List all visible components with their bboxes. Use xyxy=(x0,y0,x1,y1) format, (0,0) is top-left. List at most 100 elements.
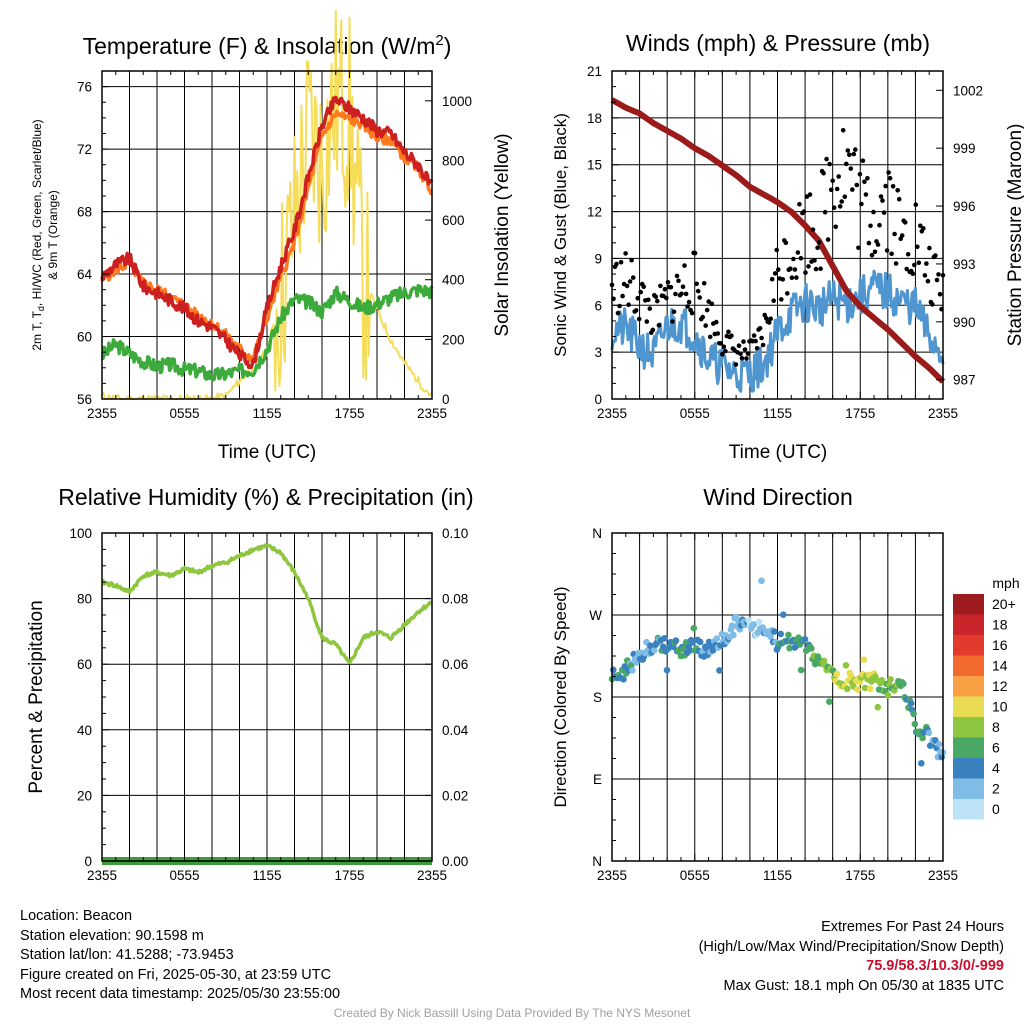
x-tick-label: 2355 xyxy=(417,406,447,421)
gust-point xyxy=(789,275,795,281)
direction-point xyxy=(755,618,763,626)
direction-point xyxy=(843,685,851,693)
y-tick-label: 18 xyxy=(587,111,602,126)
x-tick-label: 2355 xyxy=(597,868,627,883)
gust-point xyxy=(922,273,928,278)
gust-point xyxy=(850,187,855,192)
gust-point xyxy=(665,280,671,285)
gust-point xyxy=(646,297,651,303)
direction-point xyxy=(935,740,943,748)
gust-point xyxy=(887,175,893,181)
gust-point xyxy=(629,257,634,263)
gust-point xyxy=(673,291,678,297)
direction-point xyxy=(786,644,793,652)
direction-point xyxy=(777,630,784,638)
gust-point xyxy=(686,299,692,305)
gust-point xyxy=(847,152,852,158)
direction-point xyxy=(900,680,907,688)
gust-point xyxy=(895,188,900,193)
y2-tick-label: 0.10 xyxy=(442,526,468,541)
direction-point xyxy=(797,666,805,674)
direction-panel: Wind Direction 2355 0555 1155 1755 2355NESWN… xyxy=(551,484,1020,883)
gust-point xyxy=(883,183,888,189)
gust-point xyxy=(913,202,919,207)
gust-point xyxy=(886,170,891,175)
direction-point xyxy=(672,637,680,644)
gust-point xyxy=(810,227,816,232)
gust-point xyxy=(726,329,731,335)
gust-point xyxy=(916,260,922,266)
gust-point xyxy=(859,201,864,207)
legend-title: mph xyxy=(992,575,1019,591)
gust-point xyxy=(930,302,935,307)
gust-point xyxy=(680,284,686,290)
y-tick-label: 12 xyxy=(587,205,602,220)
gust-point xyxy=(779,297,784,302)
gust-point xyxy=(815,245,820,251)
gust-point xyxy=(899,233,905,238)
gust-point xyxy=(862,179,867,184)
station-info: Location: Beacon Station elevation: 90.1… xyxy=(20,907,340,1005)
gust-point xyxy=(848,166,854,171)
gust-point xyxy=(715,331,721,336)
temperature-x-axis-label: Time (UTC) xyxy=(218,442,317,463)
gust-point xyxy=(707,334,713,340)
y-tick-label: 0 xyxy=(594,392,602,407)
gust-point xyxy=(769,276,775,282)
gust-point xyxy=(623,251,628,256)
gust-point xyxy=(825,237,831,242)
gust-point xyxy=(689,310,695,316)
direction-point xyxy=(918,760,925,767)
gust-point xyxy=(830,178,835,184)
y-tick-label: S xyxy=(593,690,602,705)
gust-point xyxy=(824,156,829,162)
gust-point xyxy=(676,278,681,284)
y-tick-label: 15 xyxy=(587,158,602,173)
gust-point xyxy=(822,209,828,215)
y-tick-label: 9 xyxy=(594,251,602,266)
legend-swatch xyxy=(953,737,984,758)
gust-point xyxy=(821,170,826,176)
direction-point xyxy=(801,636,809,643)
temperature-y-axis-label-line2: & 9m T (Orange) xyxy=(46,190,60,280)
legend-swatch xyxy=(953,778,984,799)
gust-point xyxy=(736,343,742,349)
gust-point xyxy=(751,333,757,338)
humidity-chart-title: Relative Humidity (%) & Precipitation (i… xyxy=(58,484,473,510)
y-tick-label: 100 xyxy=(69,526,92,541)
gust-point xyxy=(618,259,624,265)
gust-point xyxy=(729,333,734,339)
direction-point xyxy=(854,686,861,693)
legend-label: 12 xyxy=(992,678,1008,694)
gust-point xyxy=(818,266,823,272)
humidity-y-axis-label: Percent & Precipitation xyxy=(26,600,47,793)
gust-point xyxy=(877,222,882,228)
x-tick-label: 1755 xyxy=(845,406,875,421)
y2-tick-label: 0.00 xyxy=(442,854,468,869)
gust-point xyxy=(869,252,875,258)
direction-point xyxy=(629,667,636,674)
y2-tick-label: 0.06 xyxy=(442,657,468,672)
direction-y-axis-label: Direction (Colored By Speed) xyxy=(551,586,570,807)
extremes-info: Extremes For Past 24 Hours (High/Low/Max… xyxy=(699,918,1004,996)
max-gust: Max Gust: 18.1 mph On 05/30 at 1835 UTC xyxy=(723,977,1004,994)
y-tick-label: N xyxy=(592,526,602,541)
gust-point xyxy=(880,198,885,203)
legend-label: 0 xyxy=(992,801,1000,817)
gust-point xyxy=(683,291,689,297)
gust-point xyxy=(798,255,804,261)
legend-label: 20+ xyxy=(992,596,1016,612)
gust-point xyxy=(857,172,863,177)
gust-point xyxy=(801,209,807,214)
gust-point xyxy=(839,199,844,204)
gust-point xyxy=(890,184,896,189)
y-tick-label: 56 xyxy=(77,392,92,407)
direction-point xyxy=(780,611,787,618)
gust-point xyxy=(863,192,869,197)
gust-point xyxy=(925,278,931,284)
solar-y2-axis-label: Solar Insolation (Yellow) xyxy=(492,133,513,336)
gust-point xyxy=(878,194,884,199)
gust-point xyxy=(896,196,902,202)
gust-point xyxy=(704,307,710,313)
direction-point xyxy=(696,638,704,646)
